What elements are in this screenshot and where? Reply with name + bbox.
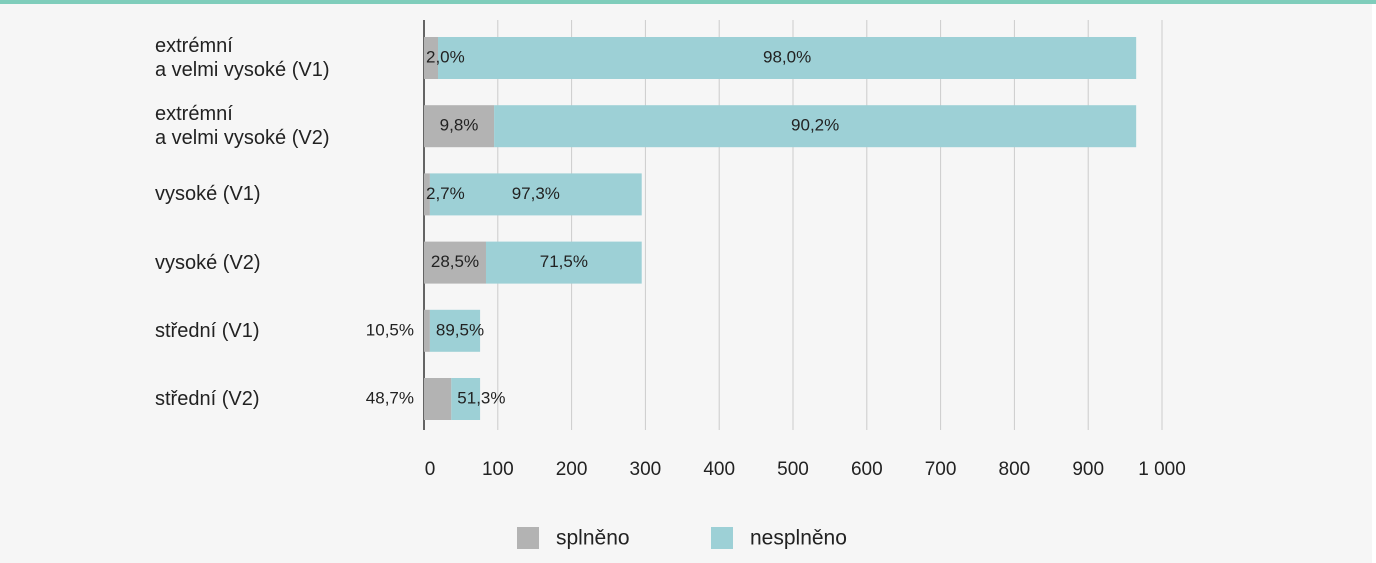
data-label: 71,5% xyxy=(540,252,588,271)
bar-segment xyxy=(424,37,439,79)
x-tick-label: 0 xyxy=(425,459,436,480)
top-accent-bar xyxy=(0,0,1376,4)
bar-segment xyxy=(424,378,452,420)
category-label: extrémní a velmi vysoké (V2) xyxy=(155,103,330,150)
x-tick-label: 200 xyxy=(556,459,588,480)
category-label: vysoké (V1) xyxy=(155,183,261,206)
x-tick-label: 900 xyxy=(1072,459,1104,480)
legend-label: splněno xyxy=(556,527,630,550)
data-label: 10,5% xyxy=(366,320,414,339)
legend-swatch xyxy=(517,527,539,549)
category-label: vysoké (V2) xyxy=(155,251,261,274)
bar-segment xyxy=(494,105,1137,148)
x-tick-label: 1 000 xyxy=(1138,459,1186,480)
bar-segment xyxy=(438,37,1137,79)
bar-segment xyxy=(485,241,642,284)
x-tick-label: 800 xyxy=(999,459,1031,480)
bar-segment xyxy=(424,105,495,148)
data-label: 48,7% xyxy=(366,388,414,407)
x-tick-label: 700 xyxy=(925,459,957,480)
data-label: 98,0% xyxy=(763,47,811,66)
x-tick-label: 600 xyxy=(851,459,883,480)
x-tick-label: 100 xyxy=(482,459,514,480)
bar-segment xyxy=(424,241,486,284)
data-label: 9,8% xyxy=(440,116,479,135)
data-label: 28,5% xyxy=(431,252,479,271)
data-label: 97,3% xyxy=(512,184,560,203)
data-label: 89,5% xyxy=(436,320,484,339)
bar-segment xyxy=(429,173,642,216)
category-label: střední (V1) xyxy=(155,319,260,342)
bar-segment xyxy=(424,309,430,352)
category-label: střední (V2) xyxy=(155,388,260,410)
x-tick-label: 300 xyxy=(630,459,662,480)
legend-label: nesplněno xyxy=(750,527,847,550)
bar-segment xyxy=(429,309,481,352)
bar-segment xyxy=(451,378,481,420)
data-label: 51,3% xyxy=(457,388,505,407)
legend-swatch xyxy=(711,527,733,549)
bar-segment xyxy=(424,173,430,216)
category-label: extrémní a velmi vysoké (V1) xyxy=(155,35,330,81)
data-label: 90,2% xyxy=(791,116,839,135)
x-tick-label: 400 xyxy=(703,459,735,480)
data-label: 2,0% xyxy=(426,47,465,66)
x-tick-label: 500 xyxy=(777,459,809,480)
data-label: 2,7% xyxy=(426,184,465,203)
